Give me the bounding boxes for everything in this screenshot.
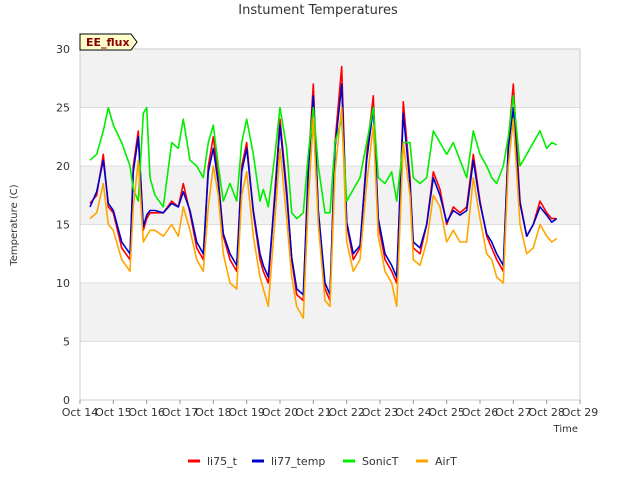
series-layer	[89, 65, 558, 319]
x-tick-label: Oct 20	[262, 406, 299, 419]
plot-frame	[79, 48, 581, 401]
x-tick-label: Oct 24	[395, 406, 432, 419]
grid-band	[80, 49, 580, 108]
x-tick-label: Oct 16	[128, 406, 165, 419]
grid-band	[80, 107, 580, 166]
series-line-li77-temp	[89, 83, 558, 296]
x-tick-label: Oct 21	[295, 406, 332, 419]
x-tick-label: Oct 28	[528, 406, 565, 419]
chart-title: Instument Temperatures	[238, 3, 398, 18]
x-tick-label: Oct 23	[362, 406, 399, 419]
x-tick-label: Oct 22	[328, 406, 365, 419]
y-tick-label: 25	[56, 102, 70, 115]
y-tick-label: 15	[56, 219, 70, 232]
axes	[79, 48, 581, 401]
series-line-sonict	[89, 95, 558, 220]
y-tick-label: 0	[63, 394, 70, 407]
legend-entry: SonicT	[362, 455, 399, 468]
annotation-tag-box	[79, 33, 138, 51]
x-tick-label: Oct 19	[228, 406, 265, 419]
y-tick-label: 5	[63, 336, 70, 349]
y-tick-label: 10	[56, 277, 70, 290]
x-tick-label: Oct 18	[195, 406, 232, 419]
annotation-tag-label: EE_flux	[86, 36, 130, 49]
x-tick-label: Oct 27	[495, 406, 532, 419]
x-tick-label: Oct 15	[95, 406, 132, 419]
y-tick-labels: 0 5 10 15 20 25 30	[56, 43, 70, 407]
x-tick-label: Oct 26	[462, 406, 499, 419]
grid-band	[80, 166, 580, 225]
legend: li75_t li77_temp SonicT AirT	[188, 455, 457, 468]
y-tick-label: 20	[56, 160, 70, 173]
legend-entry: li75_t	[207, 455, 238, 468]
annotation-tag: EE_flux	[79, 33, 138, 51]
grid-bands	[80, 48, 580, 401]
legend-entry: li77_temp	[271, 455, 325, 468]
y-axis-label: Temperature (C)	[9, 184, 20, 266]
legend-entry: AirT	[435, 455, 457, 468]
x-tick-label: Oct 25	[428, 406, 465, 419]
series-line-airt	[89, 106, 558, 319]
x-tick-label: Oct 29	[562, 406, 599, 419]
x-tick-label: Oct 17	[162, 406, 199, 419]
x-axis-label: Time	[553, 424, 578, 435]
y-tick-label: 30	[56, 43, 70, 56]
x-tick-label: Oct 14	[62, 406, 99, 419]
grid-band	[80, 341, 580, 400]
